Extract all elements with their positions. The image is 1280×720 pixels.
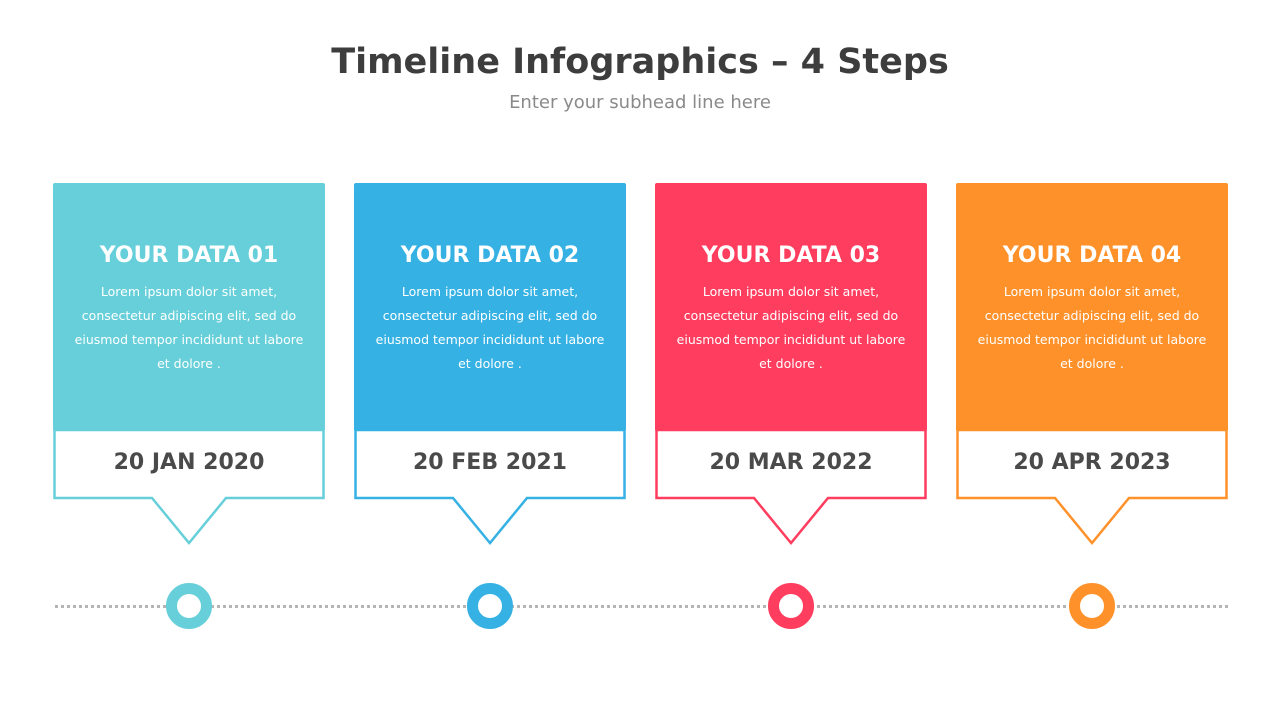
timeline-marker	[768, 583, 814, 629]
step-description: Lorem ipsum dolor sit amet, consectetur …	[375, 284, 605, 371]
date-callout	[655, 428, 927, 545]
timeline-step-card: YOUR DATA 04 Lorem ipsum dolor sit amet,…	[956, 183, 1228, 548]
step-date: 20 MAR 2022	[709, 450, 873, 475]
step-description: Lorem ipsum dolor sit amet, consectetur …	[676, 284, 906, 371]
step-heading: YOUR DATA 01	[99, 243, 279, 268]
card-header	[53, 183, 325, 430]
timeline-step-card: YOUR DATA 03 Lorem ipsum dolor sit amet,…	[655, 183, 927, 548]
timeline-step-card: YOUR DATA 02 Lorem ipsum dolor sit amet,…	[354, 183, 626, 548]
timeline-marker	[467, 583, 513, 629]
card-header	[354, 183, 626, 430]
date-callout	[956, 428, 1228, 545]
step-heading: YOUR DATA 04	[1002, 243, 1182, 268]
slide-title: Timeline Infographics – 4 Steps	[331, 42, 949, 82]
step-description: Lorem ipsum dolor sit amet, consectetur …	[977, 284, 1207, 371]
card-header	[956, 183, 1228, 430]
timeline-line	[55, 605, 1228, 608]
step-heading: YOUR DATA 02	[400, 243, 580, 268]
slide-subtitle: Enter your subhead line here	[509, 92, 771, 113]
timeline-step-card: YOUR DATA 01 Lorem ipsum dolor sit amet,…	[53, 183, 325, 548]
step-date: 20 FEB 2021	[413, 450, 567, 475]
card-header	[655, 183, 927, 430]
timeline-marker	[1069, 583, 1115, 629]
step-date: 20 APR 2023	[1013, 450, 1171, 475]
date-callout	[354, 428, 626, 545]
step-description: Lorem ipsum dolor sit amet, consectetur …	[74, 284, 304, 371]
step-heading: YOUR DATA 03	[701, 243, 881, 268]
timeline-marker	[166, 583, 212, 629]
date-callout	[53, 428, 325, 545]
step-date: 20 JAN 2020	[113, 450, 265, 475]
